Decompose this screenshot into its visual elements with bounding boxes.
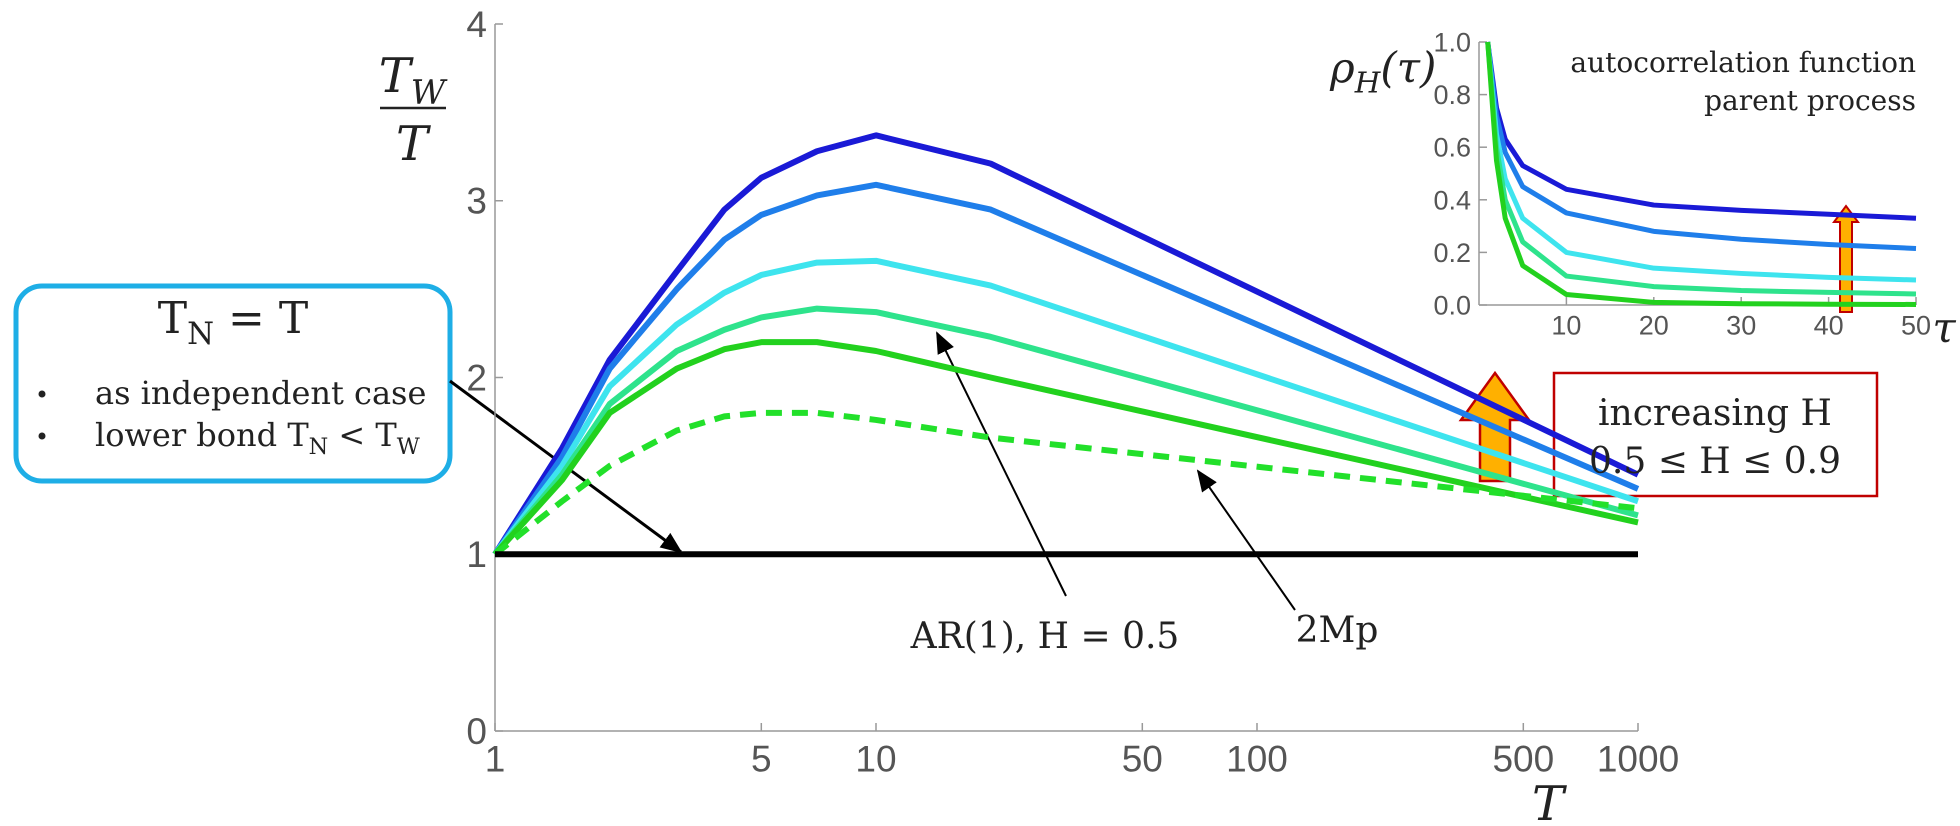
note-item-part: < T [328,416,397,454]
chart-title: parent process [1704,84,1916,117]
y-tick-label: 0 [466,711,487,752]
note-item-sub: W [397,434,420,460]
series-line [492,305,1639,557]
y-tick-label: 1 [466,534,487,575]
x-tick-label: 30 [1726,311,1756,341]
note-title-part: T [158,293,187,344]
x-tick-label: 50 [1901,311,1931,341]
x-tick-label: 1 [485,739,506,780]
note-item-sub: N [309,434,329,460]
series-line [492,181,1640,556]
note-item: 0.5 ≤ H ≤ 0.9 [1589,441,1841,482]
y-axis-label-part: T [396,116,431,172]
x-tick-label: 10 [1551,311,1581,341]
chart-title: autocorrelation function [1570,46,1916,79]
annotation-part: AR(1), H = 0.5 [910,616,1180,657]
y-tick-label: 0.0 [1433,290,1471,320]
x-tick-label: 1000 [1597,739,1679,780]
y-tick-label: 3 [466,181,487,222]
y-tick-label: 0.6 [1433,133,1471,163]
y-axis-label: TW​ [379,48,448,112]
note-title-sub: N [187,316,214,352]
y-tick-label: 1.0 [1433,27,1471,57]
note-item-part: 0.5 ≤ H ≤ 0.9 [1589,441,1841,482]
series-line [1485,41,1917,307]
y-axis-label-part: ρ [1329,43,1355,92]
note-item: lower bond TN​ < TW​ [95,416,420,460]
y-axis-label: T [396,116,431,172]
series-line [492,339,1639,557]
note-item: increasing H [1598,393,1832,434]
x-tick-label: 10 [855,739,896,780]
note-item-part: as independent case [95,374,426,412]
x-tick-label: 40 [1814,311,1844,341]
arrow [1196,469,1296,611]
x-tick-label: 5 [751,739,772,780]
x-axis-label: τ [1932,303,1956,352]
note-title-part: = T [214,293,308,344]
x-axis-label-part: τ [1932,303,1956,352]
y-tick-label: 0.8 [1433,80,1471,110]
annotation: 2Mp [1296,610,1379,651]
y-tick-label: 0.2 [1433,238,1471,268]
series-line [492,257,1639,557]
series-line [1485,41,1917,283]
x-tick-label: 500 [1492,739,1554,780]
note-item-part: lower bond T [95,416,309,454]
y-axis-label-part: (τ) [1380,43,1436,92]
x-tick-label: 100 [1226,739,1288,780]
bullet [38,390,46,398]
y-tick-label: 4 [466,4,487,45]
series-line [492,132,1640,556]
increase-arrow [1832,204,1860,313]
series-line [1485,41,1917,251]
x-tick-label: 20 [1639,311,1669,341]
note-title: TN​ = T [158,293,309,352]
y-tick-label: 0.4 [1433,185,1471,215]
note-item-part: increasing H [1598,393,1832,434]
note-box [13,283,453,484]
y-axis-label-part: T [379,48,414,104]
note-item: as independent case [95,374,426,412]
y-axis-label: ρH​(τ) [1329,43,1436,100]
y-axis-label-sub: W [411,73,448,112]
series-line [493,409,1639,557]
y-axis-label-sub: H [1354,66,1382,100]
x-axis-label-part: T [1532,776,1567,826]
annotation: AR(1), H = 0.5 [910,616,1180,657]
bullet [38,432,46,440]
x-axis-label: T [1532,776,1567,826]
y-tick-label: 2 [466,357,487,398]
x-tick-label: 50 [1122,739,1163,780]
